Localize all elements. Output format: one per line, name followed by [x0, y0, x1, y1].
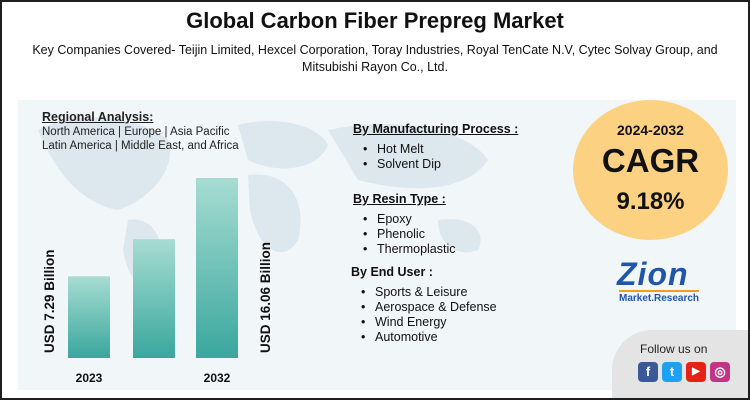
list-item: Hot Melt — [353, 142, 518, 157]
list-item: Epoxy — [353, 212, 456, 227]
value-label-2032: USD 16.06 Billion — [258, 242, 273, 353]
value-label-2023: USD 7.29 Billion — [42, 249, 57, 353]
instagram-icon[interactable]: ◎ — [710, 362, 730, 382]
zion-logo: Zion Market.Research — [617, 257, 717, 307]
twitter-icon[interactable]: t — [662, 362, 682, 382]
logo-subtitle: Market.Research — [619, 290, 700, 304]
list-item: Sports & Leisure — [351, 285, 497, 300]
bar-2023 — [68, 276, 110, 358]
regional-line-1: North America | Europe | Asia Pacific — [42, 126, 230, 138]
cagr-period: 2024-2032 — [617, 122, 684, 138]
cagr-value: 9.18% — [616, 188, 685, 215]
list-item: Wind Energy — [351, 315, 497, 330]
follow-us-panel: Follow us on f t ▶ ◎ — [612, 330, 748, 398]
logo-name: Zion — [617, 256, 689, 292]
youtube-icon[interactable]: ▶ — [686, 362, 706, 382]
end-user-section: By End User : Sports & Leisure Aerospace… — [351, 265, 497, 345]
x-tick-label: 2032 — [204, 371, 231, 385]
bar-series-1 — [133, 239, 175, 358]
market-size-chart: 2023 2032 USD 7.29 Billion USD 16.06 Billio… — [42, 178, 273, 385]
x-tick-label: 2023 — [76, 371, 103, 385]
regional-analysis-text: North America | Europe | Asia Pacific La… — [42, 125, 239, 153]
end-user-heading: By End User : — [351, 265, 433, 279]
list-item: Thermoplastic — [353, 242, 456, 257]
bar-2032 — [196, 178, 238, 358]
list-item: Aerospace & Defense — [351, 300, 497, 315]
resin-type-section: By Resin Type : Epoxy Phenolic Thermopla… — [353, 192, 456, 257]
page-title: Global Carbon Fiber Prepreg Market — [186, 8, 564, 33]
manufacturing-process-section: By Manufacturing Process : Hot Melt Solv… — [353, 122, 518, 172]
content-panel: Regional Analysis: North America | Europ… — [18, 100, 736, 390]
manufacturing-process-heading: By Manufacturing Process : — [353, 122, 519, 136]
cagr-badge: 2024-2032 CAGR 9.18% — [573, 100, 728, 240]
list-item: Solvent Dip — [353, 157, 518, 172]
regional-line-2: Latin America | Middle East, and Africa — [42, 140, 239, 152]
list-item: Automotive — [351, 330, 497, 345]
resin-type-heading: By Resin Type : — [353, 192, 446, 206]
follow-us-text: Follow us on — [640, 342, 708, 356]
facebook-icon[interactable]: f — [638, 362, 658, 382]
regional-analysis-heading: Regional Analysis: — [42, 110, 154, 124]
key-companies-subtitle: Key Companies Covered- Teijin Limited, H… — [32, 43, 718, 74]
list-item: Phenolic — [353, 227, 456, 242]
cagr-label: CAGR — [601, 142, 700, 179]
